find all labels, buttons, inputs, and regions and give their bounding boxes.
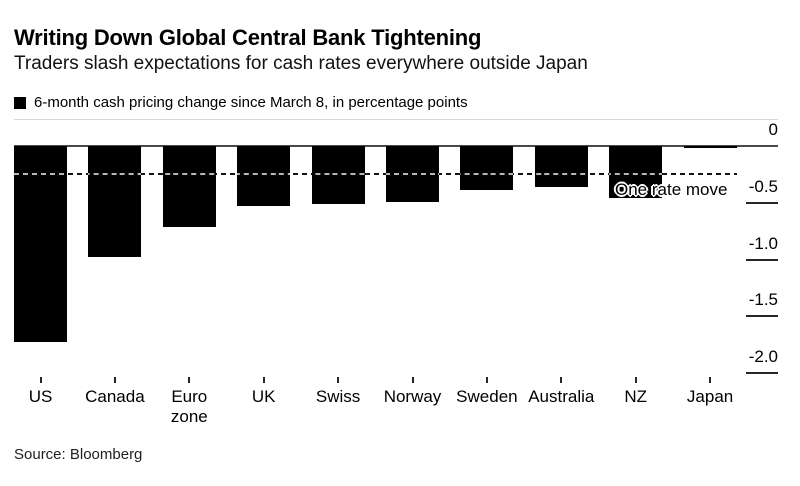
y-label--1.5: -1.5: [748, 290, 778, 310]
x-label-us: US: [28, 387, 53, 406]
reference-dashed-line: [14, 173, 737, 176]
reference-dash-over-bar: [14, 173, 67, 176]
bar-australia: [534, 146, 588, 187]
x-tick-norway: [411, 377, 414, 383]
bar-euro-zone: [162, 146, 216, 227]
x-tick-uk: [262, 377, 265, 383]
reference-dash-over-bar: [386, 173, 439, 176]
x-tick-australia: [560, 377, 563, 383]
reference-dash-over-bar: [237, 173, 291, 176]
bar-uk: [237, 146, 291, 207]
y-tick--0.5: [746, 201, 778, 204]
plot-top-rule: [14, 119, 778, 120]
reference-dash-over-bar: [162, 173, 216, 176]
x-tick-japan: [709, 377, 712, 383]
x-label-norway: Norway: [383, 387, 442, 406]
reference-dash-over-bar: [311, 173, 365, 176]
y-label-0: 0: [768, 120, 778, 139]
legend: 6-month cash pricing change since March …: [14, 94, 468, 111]
x-label-swiss: Swiss: [315, 387, 361, 406]
source-note: Source: Bloomberg: [14, 446, 143, 463]
y-tick--1.0: [746, 258, 778, 261]
x-label-australia: Australia: [528, 387, 595, 406]
bar-japan: [683, 146, 737, 149]
x-tick-swiss: [337, 377, 340, 383]
x-tick-euro-zone: [188, 377, 191, 383]
chart-title: Writing Down Global Central Bank Tighten…: [14, 25, 482, 50]
bar-canada: [88, 146, 142, 258]
reference-line-label: One rate move: [615, 180, 728, 199]
y-label--0.5: -0.5: [748, 176, 778, 196]
x-label-japan: Japan: [686, 387, 734, 406]
chart-subtitle: Traders slash expectations for cash rate…: [14, 53, 588, 74]
y-tick--1.5: [746, 315, 778, 318]
x-label-uk: UK: [251, 387, 276, 406]
x-label-nz: NZ: [624, 387, 648, 406]
bar-swiss: [311, 146, 365, 204]
reference-dash-over-bar: [88, 173, 142, 176]
x-tick-us: [39, 377, 42, 383]
bar-sweden: [460, 146, 514, 191]
x-tick-canada: [113, 377, 116, 383]
y-tick--2.0: [746, 372, 778, 374]
x-label-canada: Canada: [85, 387, 145, 406]
x-tick-sweden: [485, 377, 488, 383]
reference-dash-over-bar: [460, 173, 514, 176]
y-label--1.0: -1.0: [748, 233, 778, 253]
legend-swatch-icon: [14, 96, 26, 109]
bar-nz: [609, 146, 663, 199]
x-tick-nz: [634, 377, 637, 383]
reference-dash-over-bar: [609, 173, 663, 176]
y-label--2.0: -2.0: [748, 347, 778, 366]
bar-norway: [386, 146, 439, 202]
x-label-euro-zone: Euro zone: [170, 387, 208, 426]
legend-label: 6-month cash pricing change since March …: [34, 94, 468, 111]
reference-dash-over-bar: [534, 173, 588, 176]
bar-us: [14, 146, 67, 343]
x-label-sweden: Sweden: [456, 387, 518, 406]
